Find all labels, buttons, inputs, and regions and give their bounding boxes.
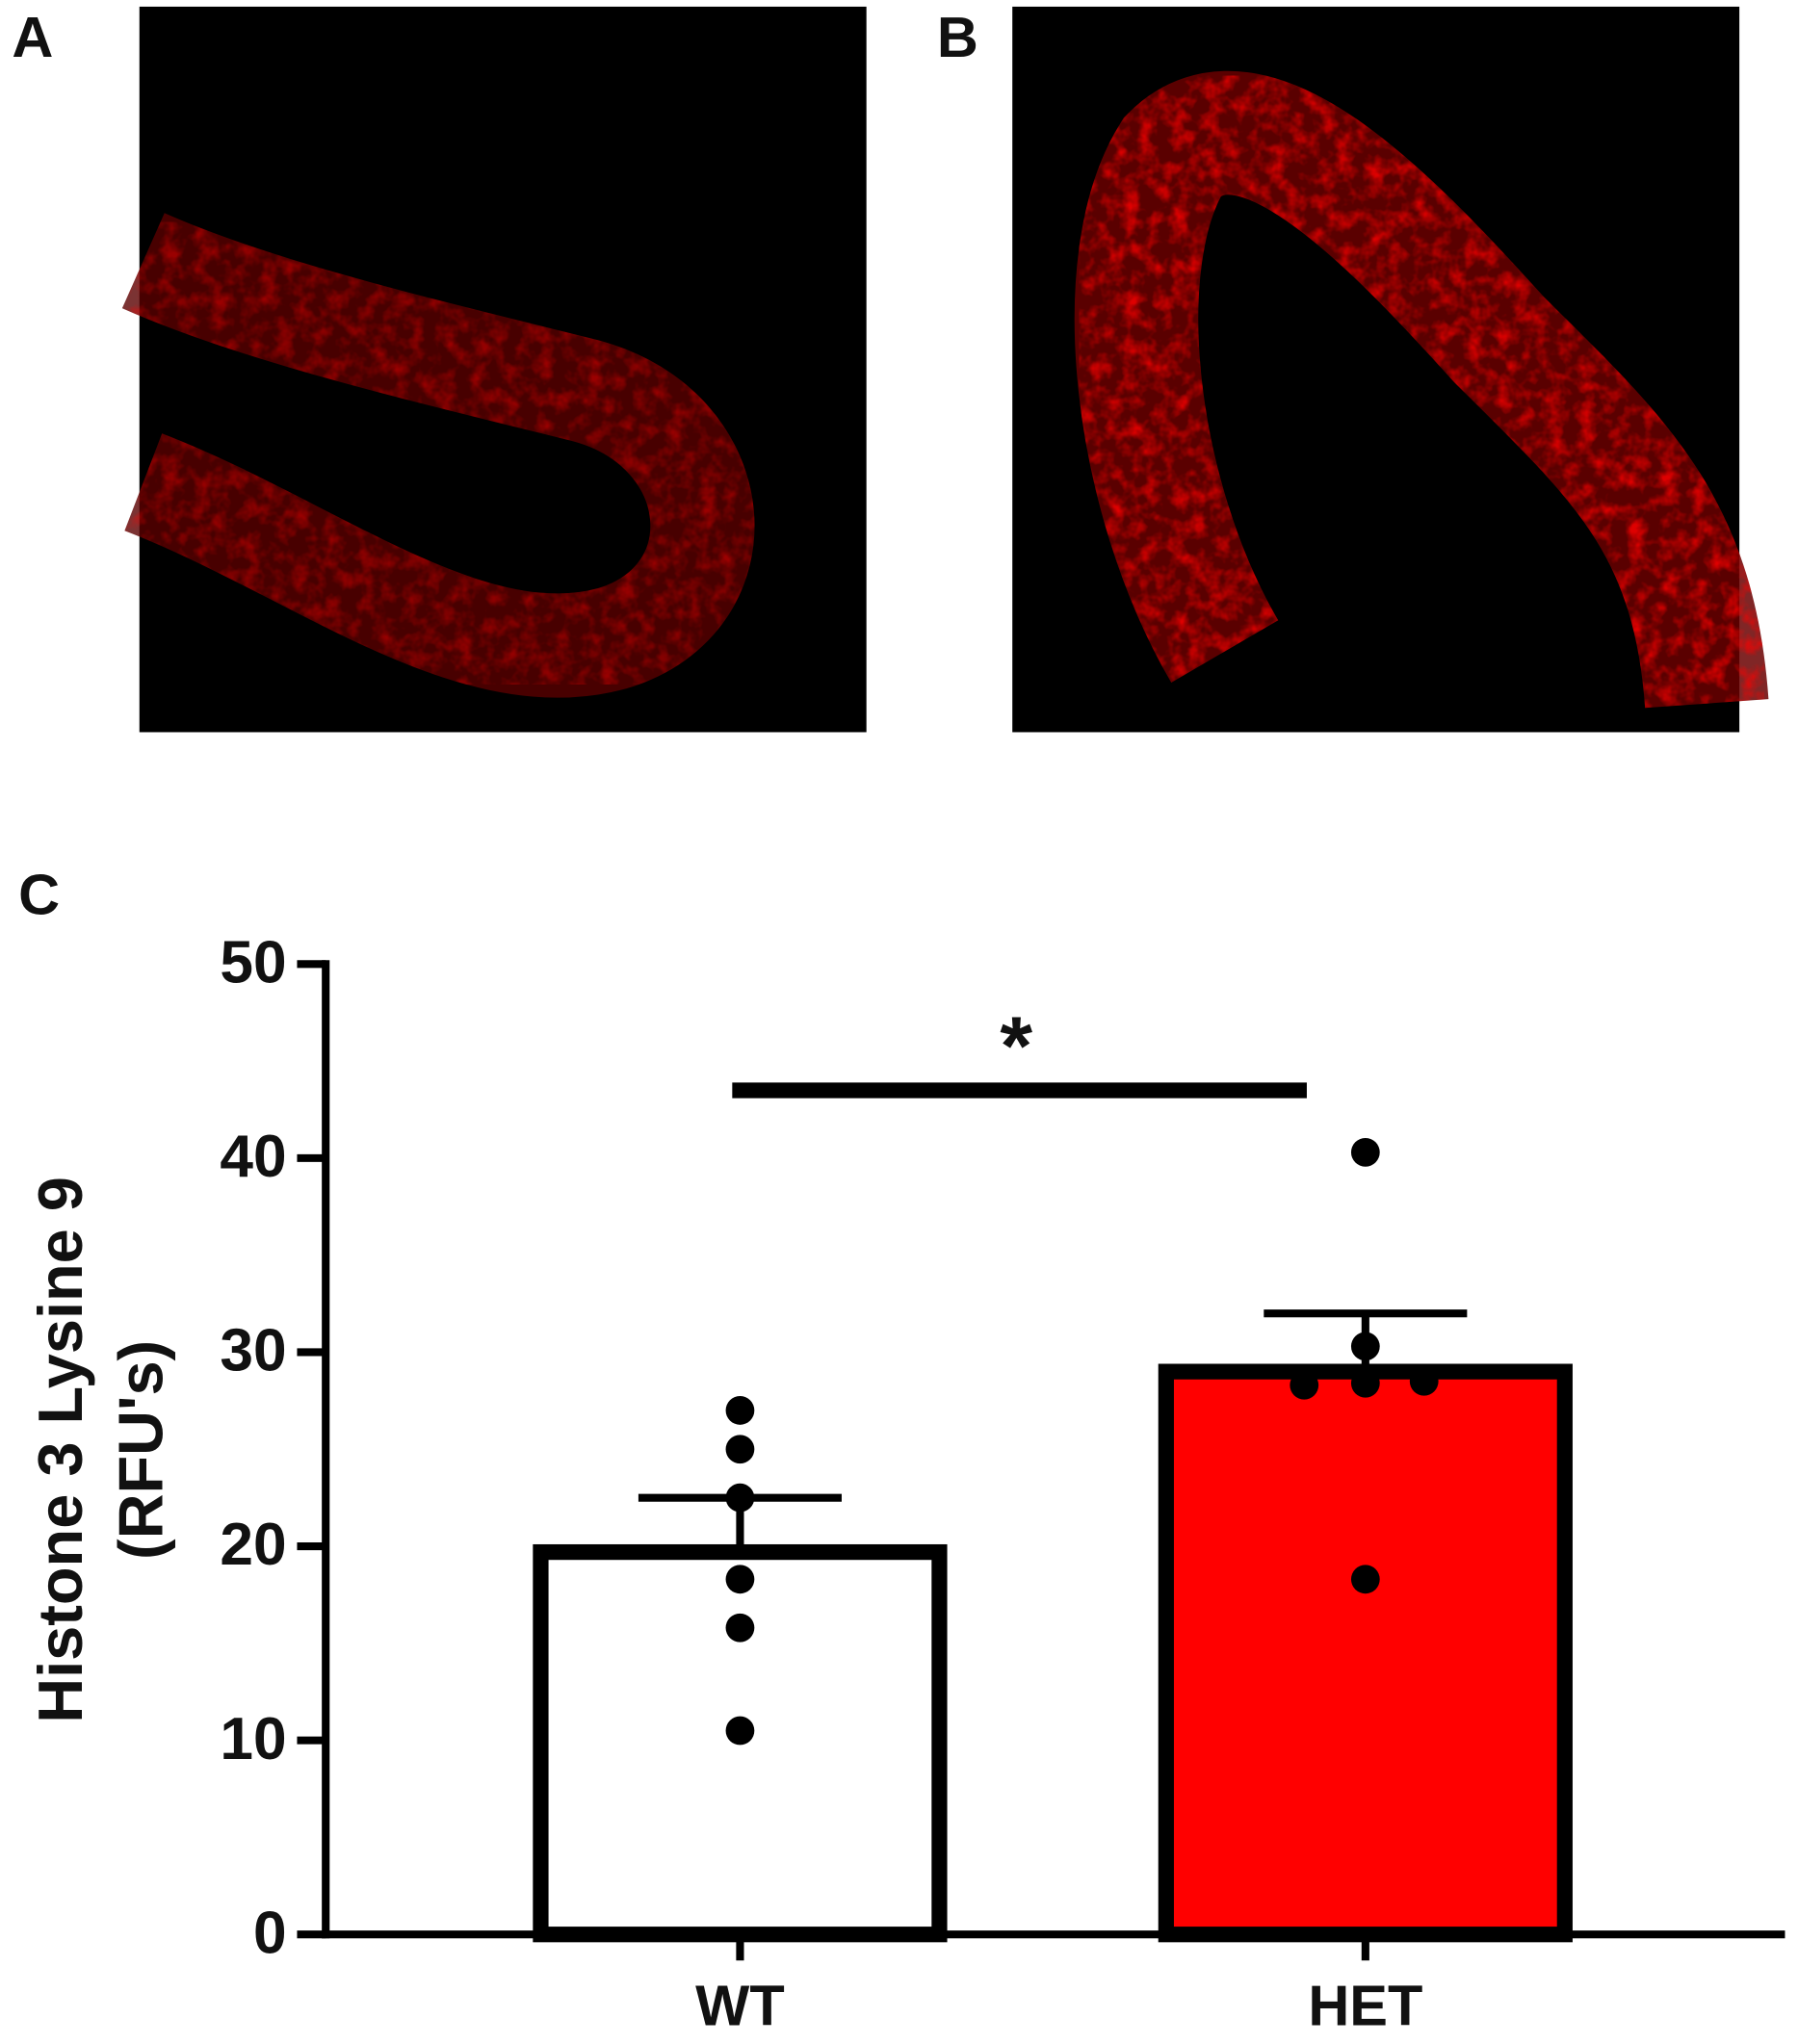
data-point — [1350, 1332, 1380, 1361]
panel-label: A — [12, 5, 53, 69]
data-point — [1290, 1370, 1319, 1400]
data-point — [725, 1396, 755, 1425]
y-tick-label: 10 — [220, 1706, 286, 1772]
tissue-b — [1074, 70, 1769, 709]
data-point — [725, 1565, 755, 1594]
significance-marker: * — [1000, 1000, 1032, 1093]
data-point — [725, 1483, 755, 1513]
x-tick-label: HET — [1308, 1973, 1422, 2037]
y-tick-label: 40 — [220, 1124, 286, 1190]
y-tick-label: 20 — [220, 1512, 286, 1578]
data-point — [1350, 1565, 1380, 1594]
y-tick-label: 0 — [253, 1900, 287, 1966]
y-axis-label: (RFU's) — [106, 1340, 176, 1560]
y-tick-label: 30 — [220, 1318, 286, 1384]
panel-label: C — [18, 862, 60, 926]
data-point — [725, 1716, 755, 1746]
y-axis-label: Histone 3 Lysine 9 — [25, 1177, 95, 1723]
data-point — [725, 1613, 755, 1643]
x-tick-label: WT — [695, 1973, 785, 2037]
data-point — [1409, 1366, 1439, 1396]
data-point — [1350, 1368, 1380, 1398]
data-point — [725, 1435, 755, 1464]
y-tick-label: 50 — [220, 929, 286, 996]
bar — [1158, 1363, 1573, 1943]
panel-label: B — [937, 5, 978, 69]
tissue-a — [121, 213, 755, 698]
data-point — [1350, 1137, 1380, 1167]
